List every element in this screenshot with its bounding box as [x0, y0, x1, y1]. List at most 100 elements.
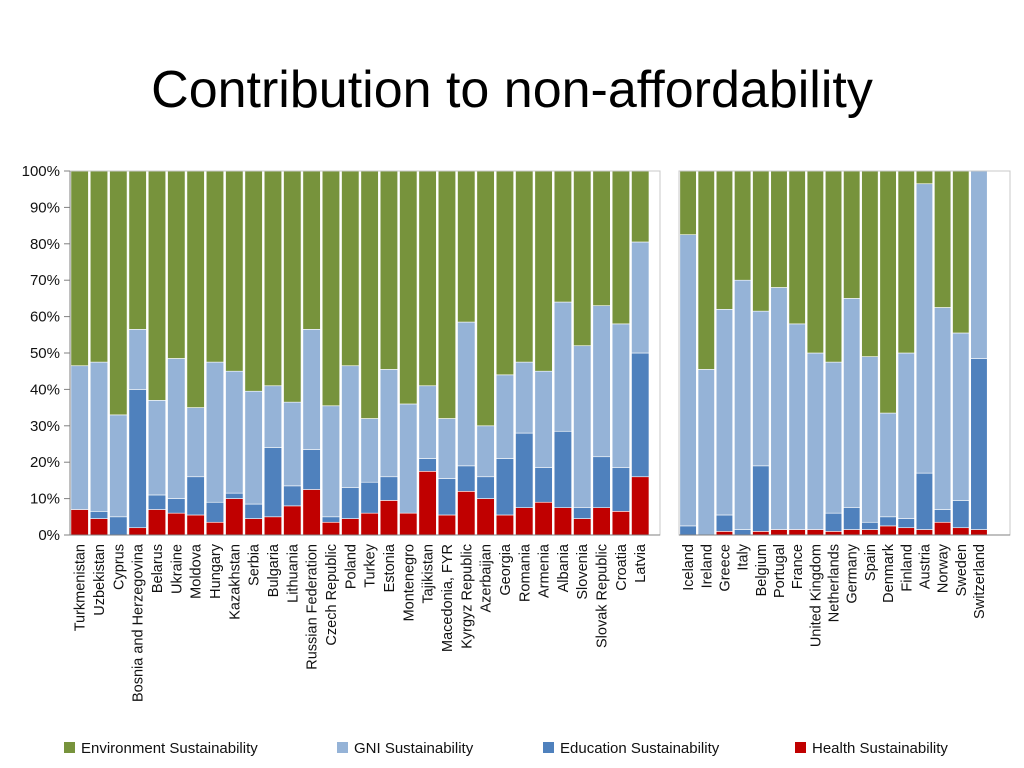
y-tick-label: 20%	[30, 454, 60, 471]
bar-segment-environment-sustainability	[283, 170, 302, 403]
bar-segment-health-sustainability	[399, 512, 418, 536]
bar-segment-environment-sustainability	[553, 170, 572, 303]
bar-segment-gni-sustainability	[770, 287, 788, 530]
chart-legend: Environment Sustainability GNI Sustainabi…	[64, 740, 948, 757]
bar-segment-education-sustainability	[631, 352, 650, 478]
legend-swatch	[64, 742, 75, 753]
bar-segment-health-sustainability	[457, 491, 476, 536]
bar-segment-gni-sustainability	[752, 310, 770, 467]
bar-segment-environment-sustainability	[897, 170, 915, 354]
x-category-label: Georgia	[498, 543, 514, 596]
x-category-label: Czech Republic	[324, 544, 340, 646]
bar-segment-education-sustainability	[109, 516, 128, 536]
bar-segment-gni-sustainability	[495, 374, 514, 459]
bar-segment-environment-sustainability	[360, 170, 379, 419]
bar-segment-gni-sustainability	[515, 361, 534, 434]
bar-segment-health-sustainability	[360, 512, 379, 536]
bar-segment-environment-sustainability	[418, 170, 437, 387]
bar-segment-health-sustainability	[167, 512, 186, 536]
x-category-label: Slovenia	[575, 543, 591, 600]
bar-segment-education-sustainability	[89, 511, 109, 519]
x-category-label: Macedonia, FYR	[440, 544, 456, 652]
bar-segment-gni-sustainability	[109, 414, 128, 518]
chart-bars	[70, 170, 988, 536]
bar-segment-health-sustainability	[897, 527, 915, 536]
bar-segment-environment-sustainability	[167, 170, 186, 359]
bar-segment-environment-sustainability	[534, 170, 553, 372]
bar-segment-gni-sustainability	[679, 234, 697, 527]
bar-segment-education-sustainability	[379, 476, 398, 501]
x-category-label: Sweden	[954, 544, 970, 596]
page-title: Contribution to non-affordability	[151, 61, 873, 119]
bar-segment-health-sustainability	[715, 531, 734, 536]
bar-segment-gni-sustainability	[824, 361, 843, 514]
bar-segment-health-sustainability	[379, 500, 398, 536]
y-tick-label: 100%	[22, 163, 60, 180]
bar-segment-health-sustainability	[879, 525, 897, 536]
bar-segment-education-sustainability	[476, 476, 495, 499]
bar-segment-environment-sustainability	[302, 170, 321, 330]
x-category-label: Slovak Republic	[595, 544, 611, 648]
bar-segment-health-sustainability	[970, 529, 988, 536]
bar-segment-environment-sustainability	[861, 170, 879, 357]
bar-segment-education-sustainability	[360, 481, 379, 514]
x-category-label: Denmark	[881, 543, 897, 603]
x-category-label: Albania	[556, 543, 572, 592]
bar-segment-gni-sustainability	[734, 279, 752, 530]
bar-segment-health-sustainability	[631, 476, 650, 536]
bar-segment-gni-sustainability	[321, 405, 341, 518]
bar-segment-gni-sustainability	[897, 352, 915, 519]
y-axis-ticks: 0% 10% 20% 30% 40% 50% 60% 70% 80% 90% 100%	[22, 163, 70, 544]
bar-segment-environment-sustainability	[770, 170, 788, 288]
bar-segment-gni-sustainability	[952, 332, 970, 501]
x-category-label: Estonia	[382, 543, 398, 592]
x-category-label: Turkmenistan	[73, 544, 89, 631]
bar-segment-health-sustainability	[341, 518, 360, 536]
bar-segment-gni-sustainability	[283, 401, 302, 487]
bar-segment-gni-sustainability	[611, 323, 630, 468]
x-category-label: Azerbaijan	[479, 544, 495, 613]
x-category-label: Bulgaria	[266, 543, 282, 597]
x-category-label: Tajikistan	[421, 544, 437, 604]
bar-segment-environment-sustainability	[495, 170, 514, 376]
bar-segment-gni-sustainability	[573, 345, 592, 508]
bar-segment-environment-sustainability	[225, 170, 244, 372]
bar-segment-health-sustainability	[573, 518, 592, 536]
bar-segment-health-sustainability	[263, 516, 283, 536]
bar-segment-gni-sustainability	[225, 370, 244, 494]
x-category-label: Turkey	[363, 543, 379, 588]
bar-segment-environment-sustainability	[457, 170, 476, 323]
bar-segment-environment-sustainability	[824, 170, 843, 363]
bar-segment-gni-sustainability	[128, 329, 147, 390]
bar-segment-health-sustainability	[147, 509, 167, 536]
y-tick-label: 50%	[30, 345, 60, 362]
bar-segment-gni-sustainability	[861, 356, 879, 523]
bar-segment-gni-sustainability	[915, 183, 933, 474]
bar-segment-health-sustainability	[788, 529, 806, 536]
bar-segment-gni-sustainability	[437, 418, 456, 479]
bar-segment-environment-sustainability	[592, 170, 611, 306]
y-tick-label: 60%	[30, 309, 60, 326]
bar-segment-gni-sustainability	[263, 385, 283, 448]
x-category-label: United Kingdom	[808, 544, 824, 647]
x-category-label: Iceland	[681, 544, 697, 591]
bar-segment-education-sustainability	[715, 514, 734, 532]
bar-segment-gni-sustainability	[418, 385, 437, 459]
legend-swatch	[337, 742, 348, 753]
bar-segment-gni-sustainability	[697, 369, 715, 536]
legend-label: Environment Sustainability	[81, 740, 258, 757]
bar-segment-health-sustainability	[843, 529, 861, 536]
x-category-label: Serbia	[247, 543, 263, 586]
bar-segment-environment-sustainability	[843, 170, 861, 299]
bar-segment-health-sustainability	[437, 514, 456, 536]
y-tick-label: 0%	[38, 527, 60, 544]
bar-segment-gni-sustainability	[934, 307, 952, 510]
bar-segment-health-sustainability	[302, 489, 321, 536]
bar-segment-health-sustainability	[321, 521, 341, 536]
bar-segment-education-sustainability	[934, 509, 952, 523]
x-category-label: Moldova	[189, 543, 205, 599]
bar-segment-gni-sustainability	[399, 403, 418, 514]
x-category-label: Netherlands	[827, 544, 843, 622]
bar-segment-education-sustainability	[244, 503, 263, 519]
